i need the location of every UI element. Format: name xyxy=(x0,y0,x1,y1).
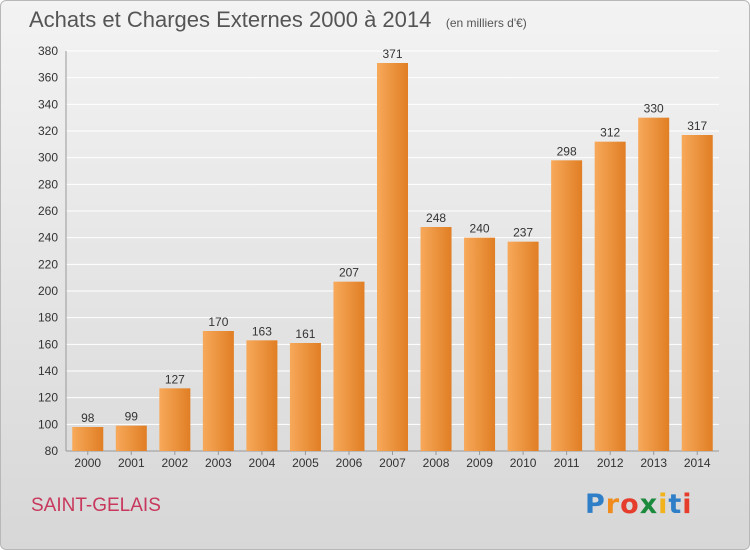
data-label: 248 xyxy=(426,211,446,225)
data-label: 371 xyxy=(382,47,402,61)
y-tick-label: 320 xyxy=(38,124,58,138)
x-tick-label: 2006 xyxy=(336,456,363,470)
logo-letter: i xyxy=(682,489,693,520)
x-tick-label: 2013 xyxy=(640,456,667,470)
logo-letter: x xyxy=(639,489,659,520)
bar xyxy=(159,388,191,451)
bar xyxy=(246,340,278,451)
x-tick-label: 2011 xyxy=(554,456,580,470)
bar xyxy=(638,117,670,452)
data-label: 99 xyxy=(125,410,139,424)
bar xyxy=(72,427,104,451)
x-tick-label: 2003 xyxy=(205,456,232,470)
y-axis-ticks: 80 100 120 140 160 180 200 220 240 260 280 300 320 34… xyxy=(38,44,58,458)
logo-letter: i xyxy=(658,489,669,520)
bars xyxy=(72,63,713,452)
chart-title: Achats et Charges Externes 2000 à 2014 xyxy=(29,7,432,32)
logo-letter: r xyxy=(605,489,621,520)
x-tick-label: 2007 xyxy=(379,456,406,470)
title-row: Achats et Charges Externes 2000 à 2014 (… xyxy=(29,7,527,33)
bar xyxy=(464,237,496,451)
bar xyxy=(507,241,539,451)
bar xyxy=(681,135,713,451)
x-tick-label: 2014 xyxy=(684,456,711,470)
y-tick-label: 100 xyxy=(38,417,58,431)
bar xyxy=(377,63,408,451)
x-tick-label: 2000 xyxy=(74,456,101,470)
bar xyxy=(420,227,452,451)
data-label: 298 xyxy=(557,144,577,158)
data-label: 161 xyxy=(295,327,315,341)
y-tick-label: 220 xyxy=(38,257,58,271)
y-tick-label: 200 xyxy=(38,284,58,298)
y-tick-label: 280 xyxy=(38,177,58,191)
bar xyxy=(115,425,147,451)
bar xyxy=(289,343,321,451)
x-tick-label: 2012 xyxy=(597,456,624,470)
y-tick-label: 260 xyxy=(38,204,58,218)
y-tick-label: 360 xyxy=(38,71,58,85)
bar xyxy=(594,141,626,451)
x-tick-label: 2002 xyxy=(161,456,188,470)
data-labels: 98 99 127 170 163 161 207 371 248 240 237 298 312 330… xyxy=(81,47,707,425)
data-label: 207 xyxy=(339,266,359,280)
x-tick-label: 2001 xyxy=(118,456,145,470)
bar xyxy=(202,331,234,451)
bar xyxy=(333,281,365,451)
data-label: 170 xyxy=(208,315,228,329)
data-label: 330 xyxy=(644,102,664,116)
y-tick-label: 80 xyxy=(45,444,59,458)
data-label: 127 xyxy=(165,372,185,386)
x-tick-label: 2010 xyxy=(510,456,537,470)
y-tick-label: 340 xyxy=(38,97,58,111)
x-tick-label: 2009 xyxy=(466,456,493,470)
x-tick-label: 2005 xyxy=(292,456,319,470)
logo-letter: P xyxy=(585,489,606,520)
x-tick-label: 2004 xyxy=(249,456,276,470)
y-tick-label: 160 xyxy=(38,337,58,351)
chart-unit-note: (en milliers d'€) xyxy=(445,16,527,30)
x-axis-ticks: 2000 2001 2002 2003 2004 2005 2006 2007 2008 2009… xyxy=(74,451,711,470)
logo-letter: o xyxy=(620,489,640,520)
data-label: 98 xyxy=(81,411,95,425)
data-label: 163 xyxy=(252,324,272,338)
data-label: 317 xyxy=(687,119,707,133)
y-tick-label: 380 xyxy=(38,44,58,58)
data-label: 312 xyxy=(600,126,620,140)
y-tick-label: 140 xyxy=(38,364,58,378)
bar xyxy=(551,160,583,452)
data-label: 237 xyxy=(513,226,533,240)
y-tick-label: 120 xyxy=(38,391,58,405)
logo-letter: t xyxy=(668,489,683,520)
proxiti-logo: Proxiti xyxy=(585,489,693,520)
commune-name: SAINT-GELAIS xyxy=(31,495,161,516)
y-tick-label: 180 xyxy=(38,311,58,325)
x-tick-label: 2008 xyxy=(423,456,450,470)
y-tick-label: 300 xyxy=(38,151,58,165)
data-label: 240 xyxy=(470,222,490,236)
y-tick-label: 240 xyxy=(38,231,58,245)
